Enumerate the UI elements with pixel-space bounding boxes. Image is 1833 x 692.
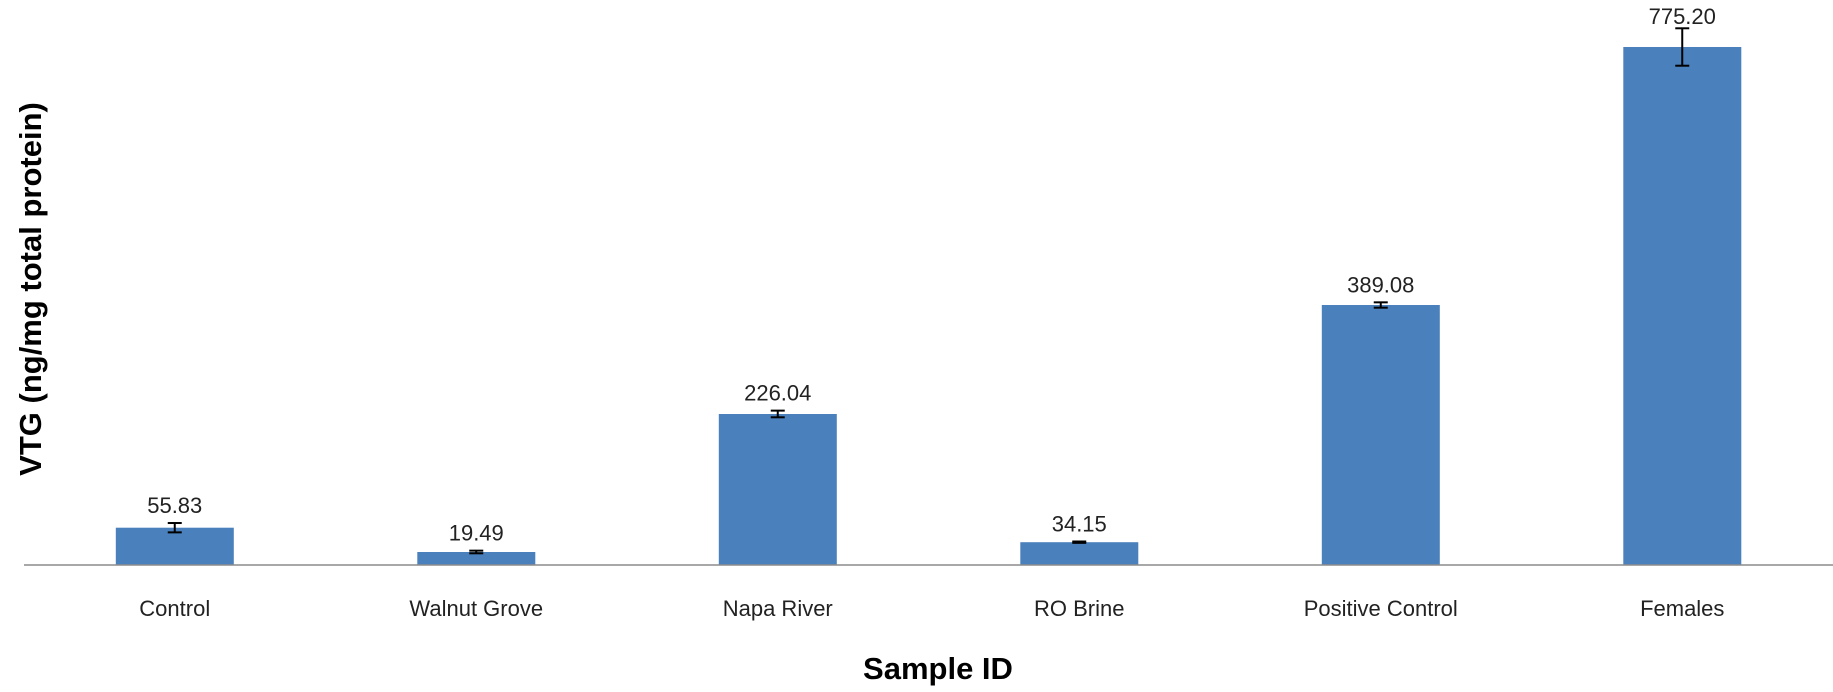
y-axis-title: VTG (ng/mg total protein) — [13, 102, 48, 476]
x-tick-label-females: Females — [1640, 596, 1724, 621]
bar-ro-brine — [1020, 542, 1139, 565]
data-label-females: 775.20 — [1649, 4, 1716, 29]
error-bar-control — [167, 522, 182, 534]
data-label-control: 55.83 — [147, 493, 202, 518]
bars-layer — [115, 47, 1742, 565]
data-labels-layer: 55.83 19.49 226.04 34.15 389.08 775.20 — [147, 4, 1716, 546]
error-bar-napa-river — [770, 409, 785, 419]
x-tick-label-positive-control: Positive Control — [1304, 596, 1458, 621]
bar-control — [115, 527, 234, 565]
x-tick-label-control: Control — [139, 596, 210, 621]
bar-napa-river — [718, 414, 837, 565]
error-bar-positive-control — [1373, 301, 1388, 309]
x-axis-title: Sample ID — [863, 651, 1013, 686]
bar-females — [1623, 47, 1742, 565]
data-label-napa-river: 226.04 — [744, 381, 811, 406]
data-label-ro-brine: 34.15 — [1052, 512, 1107, 537]
x-tick-labels-layer: Control Walnut Grove Napa River RO Brine Pos… — [139, 596, 1724, 621]
bar-walnut-grove — [417, 552, 536, 565]
error-bar-females — [1675, 27, 1690, 67]
x-tick-label-walnut-grove: Walnut Grove — [409, 596, 543, 621]
x-tick-label-napa-river: Napa River — [723, 596, 833, 621]
bar-positive-control — [1321, 305, 1440, 565]
data-label-positive-control: 389.08 — [1347, 272, 1414, 297]
x-tick-label-ro-brine: RO Brine — [1034, 596, 1124, 621]
error-bar-walnut-grove — [469, 549, 484, 555]
data-label-walnut-grove: 19.49 — [449, 521, 504, 546]
error-bars-layer — [167, 27, 1690, 555]
error-bar-ro-brine — [1072, 540, 1087, 544]
